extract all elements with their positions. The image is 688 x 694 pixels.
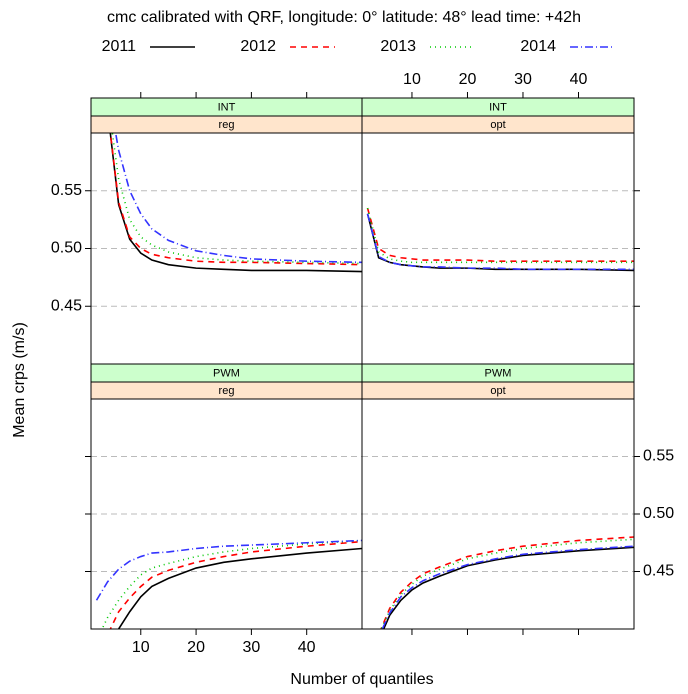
strip-label: reg — [219, 119, 235, 131]
series-line — [109, 133, 362, 273]
y-tick-label: 0.55 — [51, 182, 82, 199]
panel-frame — [361, 398, 635, 630]
y-tick-label: 0.50 — [643, 505, 674, 522]
y-tick-label: 0.55 — [643, 448, 674, 465]
strip-label: opt — [490, 385, 505, 397]
strip-label: PWM — [213, 367, 240, 379]
x-tick-label: 30 — [514, 71, 532, 88]
series-line — [109, 540, 362, 629]
x-tick-label: 30 — [242, 639, 260, 656]
legend-label: 2013 — [380, 38, 416, 55]
strip-label: reg — [219, 385, 235, 397]
legend-label: 2014 — [520, 38, 556, 55]
y-tick-label: 0.50 — [51, 240, 82, 257]
series-line — [366, 213, 634, 271]
strip-label: INT — [218, 101, 236, 113]
series-line — [95, 539, 362, 601]
x-tick-label: 40 — [298, 639, 316, 656]
strip-label: PWM — [485, 367, 512, 379]
series-line — [109, 133, 362, 266]
series-line — [380, 536, 634, 629]
series-line — [380, 538, 634, 629]
y-tick-label: 0.45 — [643, 563, 674, 580]
series-line — [114, 133, 362, 264]
y-tick-label: 0.45 — [51, 297, 82, 314]
series-line — [381, 545, 634, 629]
x-tick-label: 20 — [187, 639, 205, 656]
legend-label: 2011 — [102, 38, 137, 55]
x-tick-label: 20 — [459, 71, 477, 88]
x-tick-label: 10 — [132, 639, 150, 656]
series-line — [366, 207, 634, 263]
series-line — [101, 539, 362, 629]
strip-label: INT — [489, 101, 507, 113]
y-axis-label: Mean crps (m/s) — [11, 322, 28, 438]
x-axis-label: Number of quantiles — [290, 671, 433, 688]
legend-label: 2012 — [240, 38, 276, 55]
x-tick-label: 40 — [570, 71, 588, 88]
x-tick-label: 10 — [403, 71, 421, 88]
series-line — [117, 547, 362, 629]
strip-label: opt — [490, 119, 505, 131]
series-line — [366, 207, 634, 264]
series-line — [382, 546, 634, 629]
chart-title: cmc calibrated with QRF, longitude: 0° l… — [107, 9, 581, 26]
